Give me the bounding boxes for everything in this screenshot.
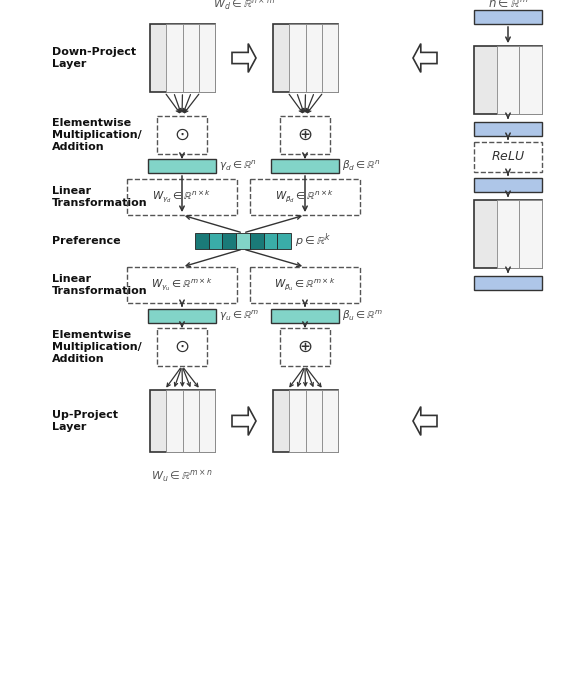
Bar [199,390,215,452]
Bar [150,24,215,92]
Text: Up-Project
Layer: Up-Project Layer [52,410,118,431]
Bar [474,200,542,268]
Bar [322,390,338,452]
Bar [280,116,330,154]
Bar [127,267,237,303]
Bar [520,46,542,114]
Text: $\oplus$: $\oplus$ [297,338,313,356]
Bar [157,116,207,154]
Text: $W_{\beta_u} \in \mathbb{R}^{m\times k}$: $W_{\beta_u} \in \mathbb{R}^{m\times k}$ [274,276,336,294]
Text: $\beta_u \in \mathbb{R}^{m}$: $\beta_u \in \mathbb{R}^{m}$ [342,309,383,323]
Bar [148,309,216,323]
Bar [474,142,542,172]
Text: $ReLU$: $ReLU$ [491,150,525,163]
Bar [474,10,542,24]
Bar [183,390,199,452]
Bar [250,267,360,303]
Bar [474,178,542,192]
Bar [497,46,520,114]
Text: Down-Project
Layer: Down-Project Layer [52,47,136,69]
Text: $W_u \in \mathbb{R}^{m\times n}$: $W_u \in \mathbb{R}^{m\times n}$ [151,468,214,484]
Bar [497,200,520,268]
Bar [305,24,322,92]
Text: $\gamma_d \in \mathbb{R}^{n}$: $\gamma_d \in \mathbb{R}^{n}$ [219,158,257,173]
Bar [183,24,199,92]
Text: $W_{\beta_d} \in \mathbb{R}^{n\times k}$: $W_{\beta_d} \in \mathbb{R}^{n\times k}$ [275,189,335,205]
Text: $\beta_d \in \mathbb{R}^{n}$: $\beta_d \in \mathbb{R}^{n}$ [342,158,381,173]
Text: Preference: Preference [52,236,120,246]
Text: $W_d \in \mathbb{R}^{n\times m}$: $W_d \in \mathbb{R}^{n\times m}$ [213,0,275,12]
Text: Elementwise
Multiplication/
Addition: Elementwise Multiplication/ Addition [52,331,142,364]
Bar [280,328,330,366]
Text: $\oplus$: $\oplus$ [297,126,313,144]
Bar [305,390,322,452]
Bar [264,233,277,249]
Text: $h \in \mathbb{R}^{m}$: $h \in \mathbb{R}^{m}$ [488,0,528,10]
Text: $W_{\gamma_u} \in \mathbb{R}^{m\times k}$: $W_{\gamma_u} \in \mathbb{R}^{m\times k}… [151,276,213,294]
Bar [195,233,209,249]
Text: Linear
Transformation: Linear Transformation [52,186,147,208]
Bar [277,233,291,249]
Bar [199,24,215,92]
Bar [474,122,542,136]
Text: Elementwise
Multiplication/
Addition: Elementwise Multiplication/ Addition [52,119,142,152]
Bar [222,233,236,249]
Bar [289,24,305,92]
Bar [150,390,215,452]
Bar [474,46,542,114]
Bar [148,159,216,173]
Text: Linear
Transformation: Linear Transformation [52,274,147,296]
Text: $\gamma_u \in \mathbb{R}^{m}$: $\gamma_u \in \mathbb{R}^{m}$ [219,309,259,323]
Bar [273,24,338,92]
Polygon shape [232,44,256,73]
Bar [271,309,339,323]
Bar [273,390,338,452]
Bar [166,24,183,92]
Polygon shape [232,407,256,436]
Bar [250,233,264,249]
Text: $\odot$: $\odot$ [175,126,190,144]
Bar [209,233,222,249]
Text: $\odot$: $\odot$ [175,338,190,356]
Bar [166,390,183,452]
Bar [289,390,305,452]
Bar [127,179,237,215]
Bar [474,276,542,290]
Bar [157,328,207,366]
Text: $W_{\gamma_d} \in \mathbb{R}^{n\times k}$: $W_{\gamma_d} \in \mathbb{R}^{n\times k}… [153,189,211,205]
Polygon shape [413,407,437,436]
Bar [322,24,338,92]
Bar [236,233,250,249]
Bar [520,200,542,268]
Text: $p \in \mathbb{R}^{k}$: $p \in \mathbb{R}^{k}$ [295,232,331,250]
Bar [271,159,339,173]
Bar [250,179,360,215]
Polygon shape [413,44,437,73]
